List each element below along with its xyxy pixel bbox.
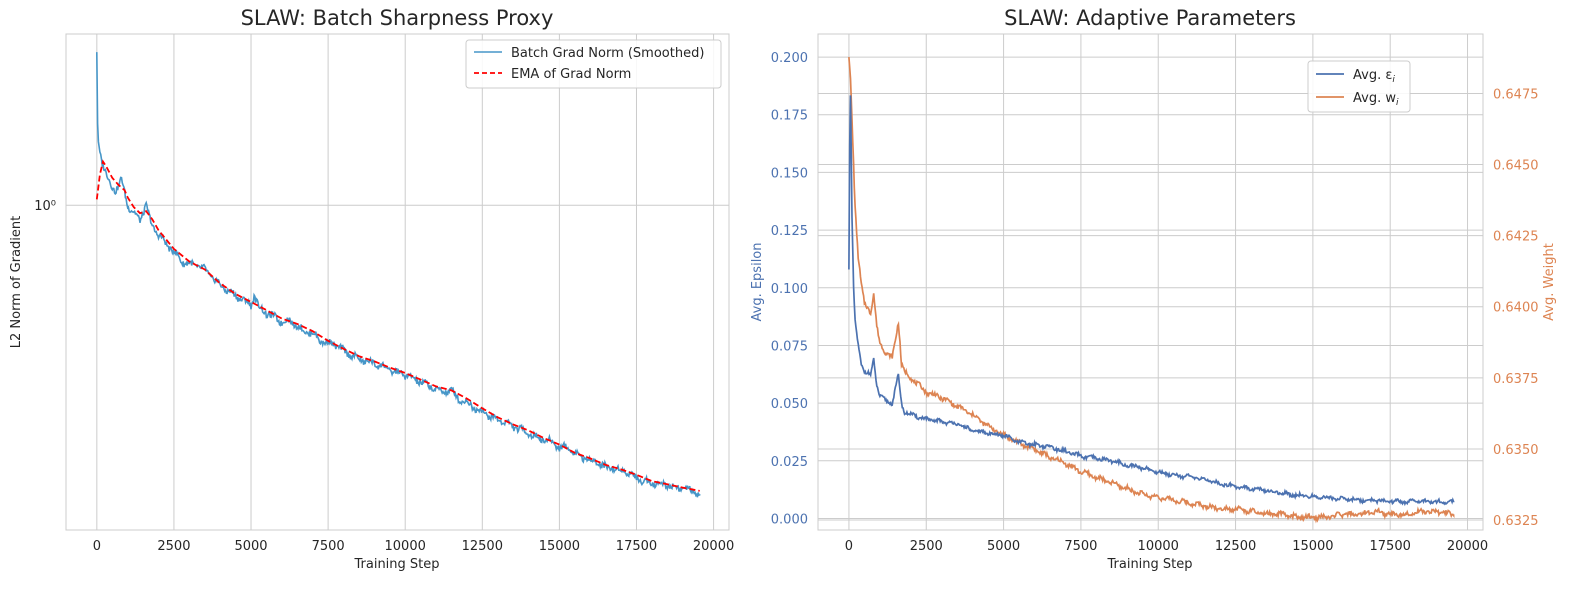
adaptive-params-x-tick-label: 0	[845, 539, 853, 554]
epsilon-series-line	[848, 95, 1455, 507]
grad-norm-legend-label-1: Batch Grad Norm (Smoothed)	[511, 46, 704, 61]
weight-y-tick-label: 0.6375	[1493, 372, 1539, 387]
grad-norm-x-tick-label: 2500	[157, 539, 190, 554]
grad-norm-x-tick-label: 17500	[616, 539, 657, 554]
adaptive-params-x-tick-label: 12500	[1215, 539, 1256, 554]
adaptive-params-x-tick-label: 2500	[910, 539, 943, 554]
weight-y-tick-label: 0.6400	[1493, 301, 1539, 316]
grad-norm-y-tick-label: 10⁰	[34, 199, 56, 214]
adaptive-params-left-y-axis-label: Avg. Epsilon	[750, 243, 765, 322]
epsilon-y-tick-label: 0.100	[771, 282, 808, 297]
grad-norm-x-tick-label: 15000	[539, 539, 580, 554]
epsilon-y-tick-label: 0.175	[771, 109, 808, 124]
adaptive-params-x-tick-label: 10000	[1138, 539, 1179, 554]
adaptive-params-x-tick-label: 20000	[1447, 539, 1488, 554]
grad-norm-title: SLAW: Batch Sharpness Proxy	[241, 6, 554, 30]
grad-norm-x-tick-label: 20000	[693, 539, 734, 554]
adaptive-params-x-tick-label: 5000	[987, 539, 1020, 554]
adaptive-params-grid	[818, 34, 1483, 530]
adaptive-params-x-ticks: 0 2500 5000 7500 10000 12500 15000 17500 20000	[845, 539, 1488, 554]
adaptive-params-lines	[848, 57, 1455, 524]
weight-y-tick-label: 0.6325	[1493, 514, 1539, 529]
legend-weight-text: Avg. w	[1353, 91, 1396, 106]
grad-norm-x-ticks: 0 2500 5000 7500 10000 12500 15000 17500 20000	[93, 539, 735, 554]
adaptive-params-plot-area	[817, 33, 1484, 531]
adaptive-params-title: SLAW: Adaptive Parameters	[1004, 6, 1296, 30]
adaptive-params-x-axis-label: Training Step	[1106, 557, 1192, 572]
grad-norm-legend: Batch Grad Norm (Smoothed) EMA of Grad N…	[465, 39, 722, 89]
grad-norm-x-axis-label: Training Step	[353, 557, 439, 572]
epsilon-y-tick-label: 0.125	[771, 224, 808, 239]
grad-norm-x-tick-label: 0	[93, 539, 101, 554]
adaptive-params-right-y-axis-label: Avg. Weight	[1542, 243, 1557, 321]
epsilon-y-tick-label: 0.025	[771, 455, 808, 470]
epsilon-y-tick-label: 0.150	[771, 166, 808, 181]
grad-norm-grid	[66, 34, 729, 530]
adaptive-params-legend-label-1: Avg. εi	[1353, 68, 1395, 85]
grad-norm-x-tick-label: 10000	[385, 539, 426, 554]
adaptive-params-chart: 0 2500 5000 7500 10000 12500 15000 17500 20000 0…	[750, 6, 1557, 572]
epsilon-y-tick-label: 0.000	[771, 512, 808, 527]
adaptive-params-right-y-ticks: 0.6325 0.6350 0.6375 0.6400 0.6425 0.6450 0.64…	[1493, 87, 1539, 529]
legend-weight-subscript: i	[1396, 98, 1399, 108]
grad-norm-plot-area	[65, 33, 730, 531]
adaptive-params-x-tick-label: 17500	[1370, 539, 1411, 554]
epsilon-y-tick-label: 0.200	[771, 51, 808, 66]
weight-y-tick-label: 0.6425	[1493, 230, 1539, 245]
grad-norm-y-ticks: 10⁰	[34, 199, 56, 214]
legend-epsilon-text: Avg. ε	[1353, 68, 1392, 83]
epsilon-y-tick-label: 0.075	[771, 339, 808, 354]
weight-series-line	[848, 57, 1455, 524]
grad-norm-x-tick-label: 12500	[462, 539, 503, 554]
grad-norm-x-tick-label: 7500	[312, 539, 345, 554]
epsilon-y-tick-label: 0.050	[771, 397, 808, 412]
grad-norm-legend-label-2: EMA of Grad Norm	[511, 67, 631, 82]
adaptive-params-x-tick-label: 7500	[1064, 539, 1097, 554]
weight-y-tick-label: 0.6450	[1493, 159, 1539, 174]
grad-norm-chart: 0 2500 5000 7500 10000 12500 15000 17500 20000 1…	[9, 6, 734, 572]
weight-y-tick-label: 0.6475	[1493, 87, 1539, 102]
weight-y-tick-label: 0.6350	[1493, 443, 1539, 458]
grad-norm-legend-box	[465, 39, 722, 89]
adaptive-params-legend: Avg. εi Avg. wi	[1307, 60, 1411, 113]
adaptive-params-left-y-ticks: 0.000 0.025 0.050 0.075 0.100 0.125 0.150 0.175…	[771, 51, 808, 527]
grad-norm-lines	[95, 52, 701, 498]
legend-epsilon-subscript: i	[1392, 75, 1395, 85]
adaptive-params-legend-label-2: Avg. wi	[1353, 91, 1399, 108]
ema-series-line	[95, 159, 700, 492]
adaptive-params-x-tick-label: 15000	[1292, 539, 1333, 554]
grad-norm-y-axis-label: L2 Norm of Gradient	[9, 216, 24, 348]
grad-norm-x-tick-label: 5000	[234, 539, 267, 554]
